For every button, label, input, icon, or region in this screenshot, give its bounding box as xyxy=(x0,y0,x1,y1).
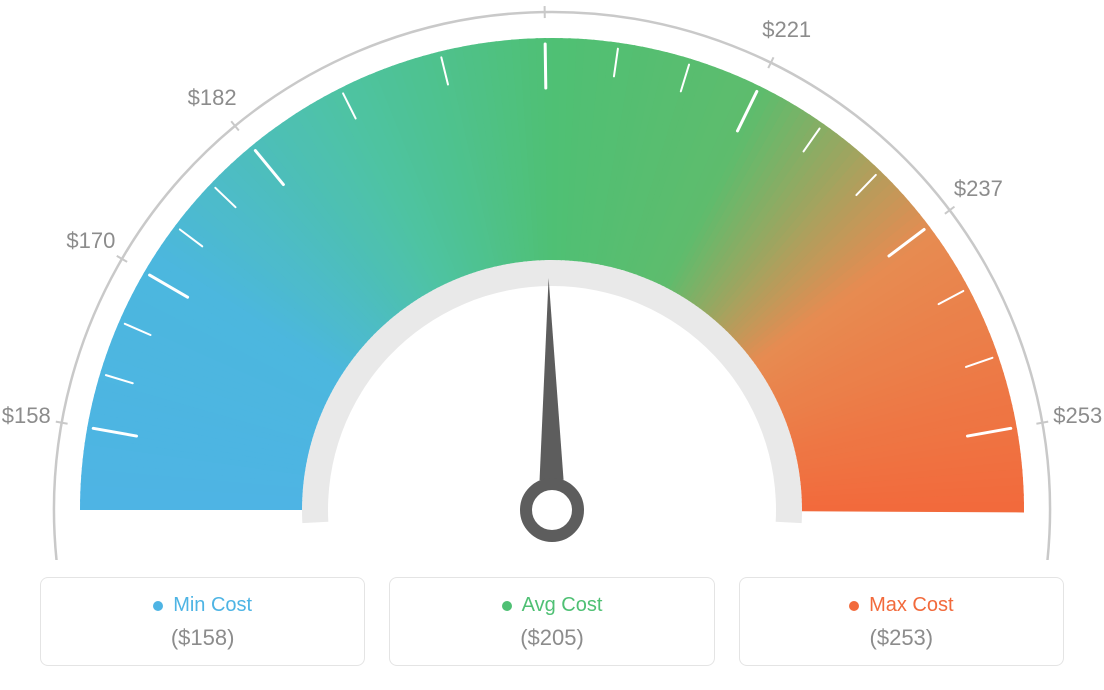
legend-card-min: Min Cost ($158) xyxy=(40,577,365,666)
legend-title-avg: Avg Cost xyxy=(502,594,603,617)
legend-card-max: Max Cost ($253) xyxy=(739,577,1064,666)
gauge-tick-label: $221 xyxy=(762,17,811,43)
legend-value-max: ($253) xyxy=(750,625,1053,651)
gauge-tick-label: $237 xyxy=(954,176,1003,202)
legend-dot-max xyxy=(849,601,859,611)
gauge-chart: $158$170$182$205$221$237$253 xyxy=(0,0,1104,560)
gauge-tick-label: $170 xyxy=(66,228,115,254)
gauge-tick-label: $253 xyxy=(1053,403,1102,429)
legend-label-min: Min Cost xyxy=(173,594,252,617)
gauge-tick-label: $158 xyxy=(2,403,51,429)
gauge-tick-label: $182 xyxy=(188,85,237,111)
legend-value-avg: ($205) xyxy=(400,625,703,651)
gauge-svg xyxy=(0,0,1104,560)
legend-card-avg: Avg Cost ($205) xyxy=(389,577,714,666)
legend-dot-min xyxy=(153,601,163,611)
legend-value-min: ($158) xyxy=(51,625,354,651)
legend-title-max: Max Cost xyxy=(849,594,953,617)
legend-label-max: Max Cost xyxy=(869,594,953,617)
legend-dot-avg xyxy=(502,601,512,611)
legend-row: Min Cost ($158) Avg Cost ($205) Max Cost… xyxy=(40,577,1064,666)
legend-title-min: Min Cost xyxy=(153,594,252,617)
legend-label-avg: Avg Cost xyxy=(522,594,603,617)
